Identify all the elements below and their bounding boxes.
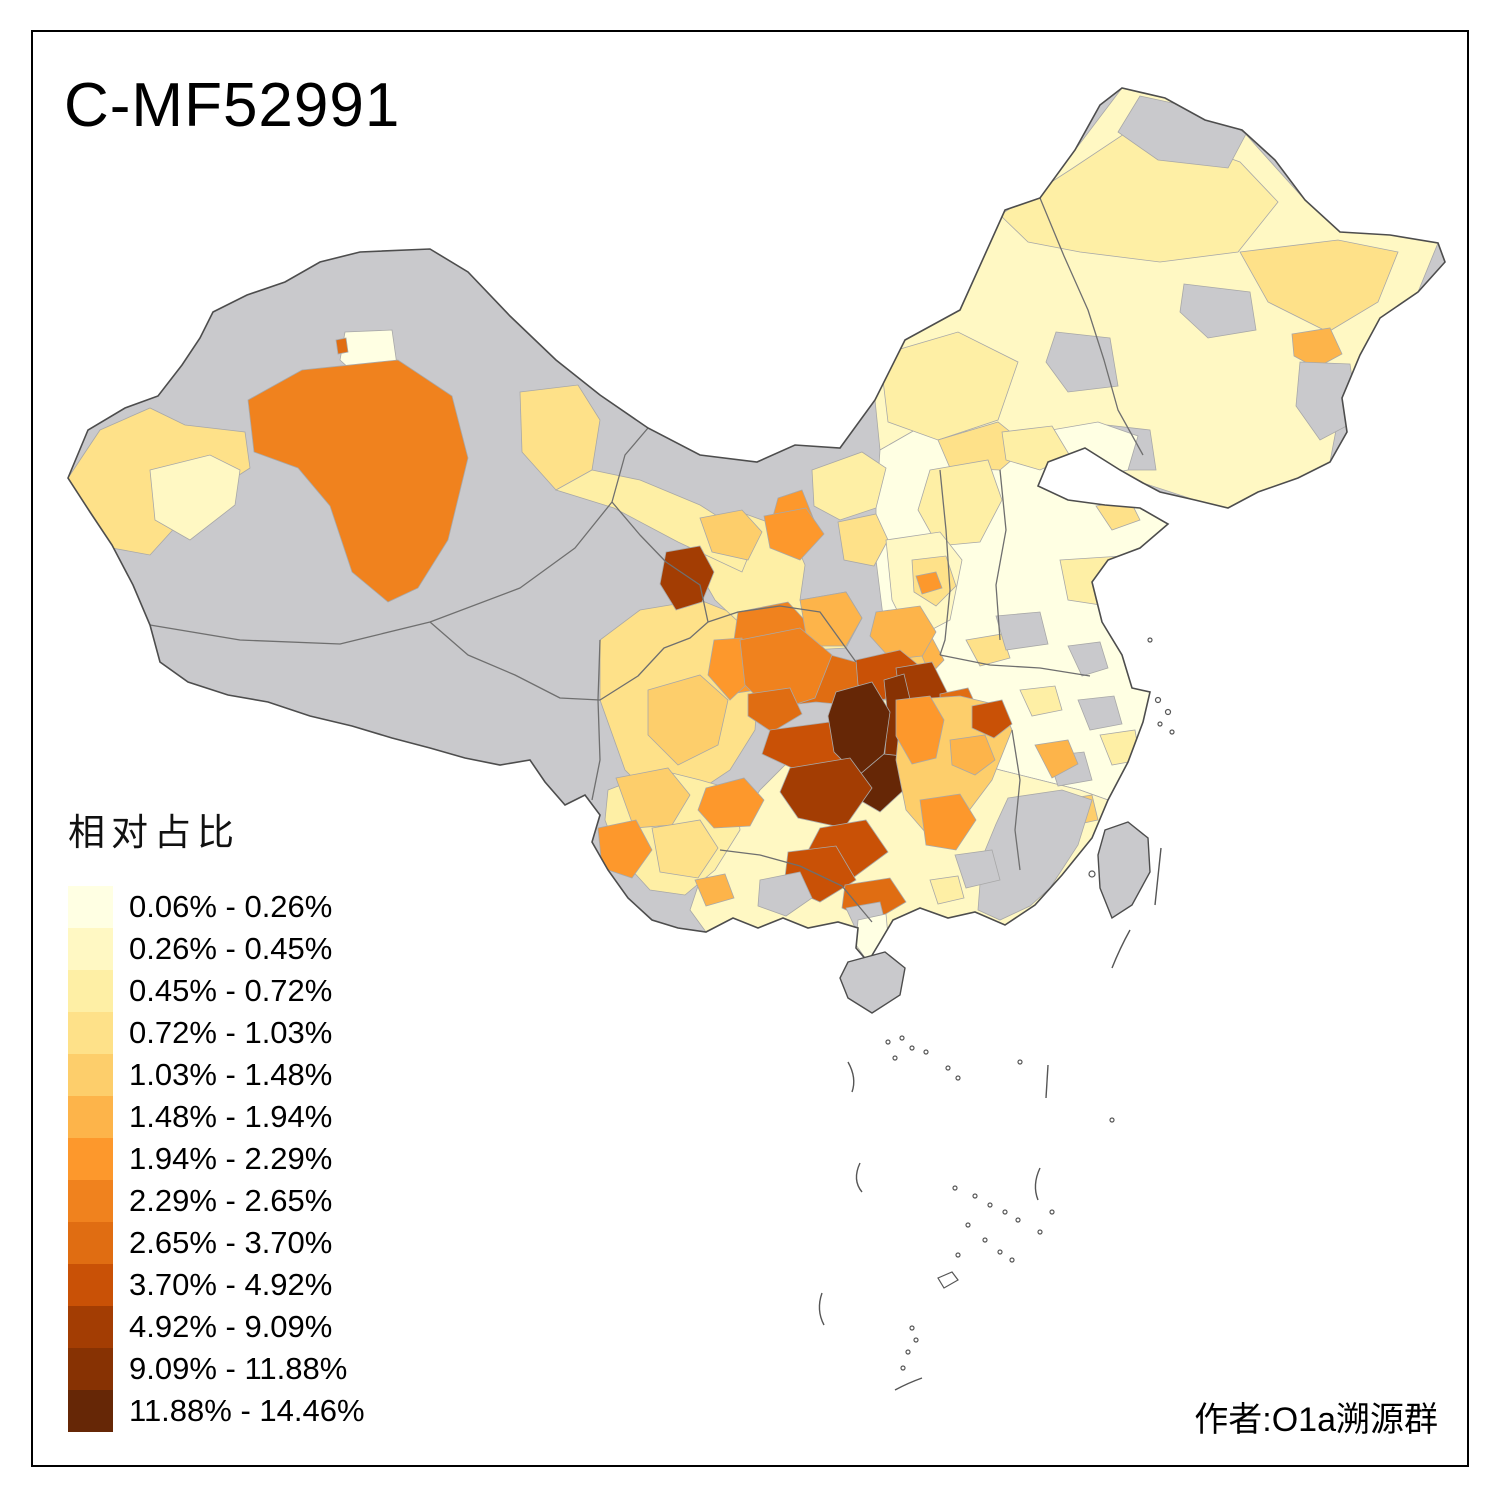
map-region bbox=[915, 571, 943, 595]
legend-swatch bbox=[68, 1264, 113, 1306]
map-region bbox=[977, 789, 1093, 921]
page-title: C-MF52991 bbox=[64, 71, 401, 140]
legend-range-label: 4.92% - 9.09% bbox=[129, 1309, 333, 1344]
legend-range-label: 1.03% - 1.48% bbox=[129, 1057, 333, 1092]
legend-row: 11.88% - 14.46% bbox=[68, 1390, 365, 1432]
legend-row: 0.72% - 1.03% bbox=[68, 1012, 365, 1054]
legend-range-label: 0.45% - 0.72% bbox=[129, 973, 333, 1008]
map-region bbox=[707, 637, 748, 701]
legend-range-label: 11.88% - 14.46% bbox=[129, 1393, 365, 1428]
map-region bbox=[895, 695, 945, 765]
legend-row: 0.26% - 0.45% bbox=[68, 928, 365, 970]
map-region bbox=[554, 469, 756, 573]
legend-row: 0.45% - 0.72% bbox=[68, 970, 365, 1012]
legend-range-label: 1.48% - 1.94% bbox=[129, 1099, 333, 1134]
legend-range-label: 0.26% - 0.45% bbox=[129, 931, 333, 966]
legend-swatch bbox=[68, 928, 113, 970]
map-region bbox=[919, 793, 977, 851]
map-region bbox=[811, 451, 887, 521]
map-region bbox=[694, 873, 735, 907]
map-region bbox=[1077, 695, 1123, 731]
map-region bbox=[763, 507, 825, 561]
legend-row: 3.70% - 4.92% bbox=[68, 1264, 365, 1306]
legend-swatch bbox=[68, 1306, 113, 1348]
map-region bbox=[747, 687, 803, 733]
legend-swatch bbox=[68, 970, 113, 1012]
map-region bbox=[659, 545, 715, 611]
map-region bbox=[971, 699, 1013, 739]
legend-swatch bbox=[68, 1348, 113, 1390]
legend-swatch bbox=[68, 1138, 113, 1180]
taiwan-island bbox=[1097, 821, 1151, 920]
legend-range-label: 0.06% - 0.26% bbox=[129, 889, 333, 924]
map-region bbox=[247, 359, 469, 603]
legend-row: 1.03% - 1.48% bbox=[68, 1054, 365, 1096]
legend-row: 2.65% - 3.70% bbox=[68, 1222, 365, 1264]
map-region bbox=[1034, 739, 1079, 779]
legend-row: 4.92% - 9.09% bbox=[68, 1306, 365, 1348]
attribution-text: 作者:O1a溯源群 bbox=[1194, 1401, 1438, 1439]
legend-swatch bbox=[68, 1222, 113, 1264]
map-region bbox=[917, 459, 1003, 547]
map-region bbox=[697, 777, 765, 829]
legend-row: 0.06% - 0.26% bbox=[68, 886, 365, 928]
map-region bbox=[1179, 283, 1257, 339]
province-borders bbox=[149, 197, 1144, 923]
map-region bbox=[965, 633, 1011, 667]
map-region bbox=[1291, 327, 1343, 369]
map-region bbox=[1019, 685, 1063, 717]
legend-range-label: 2.29% - 2.65% bbox=[129, 1183, 333, 1218]
legend-title: 相对占比 bbox=[68, 812, 240, 853]
map-region bbox=[1067, 641, 1109, 677]
small-islands bbox=[818, 637, 1175, 1391]
legend-range-label: 3.70% - 4.92% bbox=[129, 1267, 333, 1302]
map-region bbox=[929, 875, 965, 905]
map-region bbox=[149, 454, 241, 541]
legend-row: 2.29% - 2.65% bbox=[68, 1180, 365, 1222]
legend-range-label: 9.09% - 11.88% bbox=[129, 1351, 348, 1386]
legend-swatch bbox=[68, 1096, 113, 1138]
legend-swatch bbox=[68, 1012, 113, 1054]
legend-range-label: 0.72% - 1.03% bbox=[129, 1015, 333, 1050]
map-region bbox=[995, 611, 1049, 651]
hainan-island bbox=[839, 951, 906, 1014]
legend-swatch bbox=[68, 1054, 113, 1096]
map-legend: 相对占比 0.06% - 0.26% 0.26% - 0.45% 0.45% - 0… bbox=[68, 802, 365, 1432]
map-region bbox=[699, 509, 763, 561]
legend-range-label: 2.65% - 3.70% bbox=[129, 1225, 333, 1260]
legend-swatch bbox=[68, 886, 113, 928]
map-region bbox=[647, 674, 729, 766]
map-region bbox=[1239, 239, 1399, 333]
map-region bbox=[757, 871, 813, 917]
legend-row: 1.48% - 1.94% bbox=[68, 1096, 365, 1138]
legend-range-label: 1.94% - 2.29% bbox=[129, 1141, 333, 1176]
map-region bbox=[879, 331, 1019, 441]
map-region bbox=[335, 337, 349, 355]
map-region bbox=[837, 513, 889, 567]
map-region bbox=[651, 819, 719, 879]
map-region bbox=[949, 734, 996, 776]
map-region bbox=[954, 849, 1001, 889]
legend-swatch bbox=[68, 1390, 113, 1432]
map-region bbox=[739, 627, 833, 713]
legend-rows: 0.06% - 0.26% 0.26% - 0.45% 0.45% - 0.72% 0… bbox=[68, 886, 365, 1432]
legend-row: 9.09% - 11.88% bbox=[68, 1348, 365, 1390]
map-region bbox=[1295, 361, 1359, 441]
legend-swatch bbox=[68, 1180, 113, 1222]
map-region bbox=[615, 767, 691, 829]
legend-row: 1.94% - 2.29% bbox=[68, 1138, 365, 1180]
